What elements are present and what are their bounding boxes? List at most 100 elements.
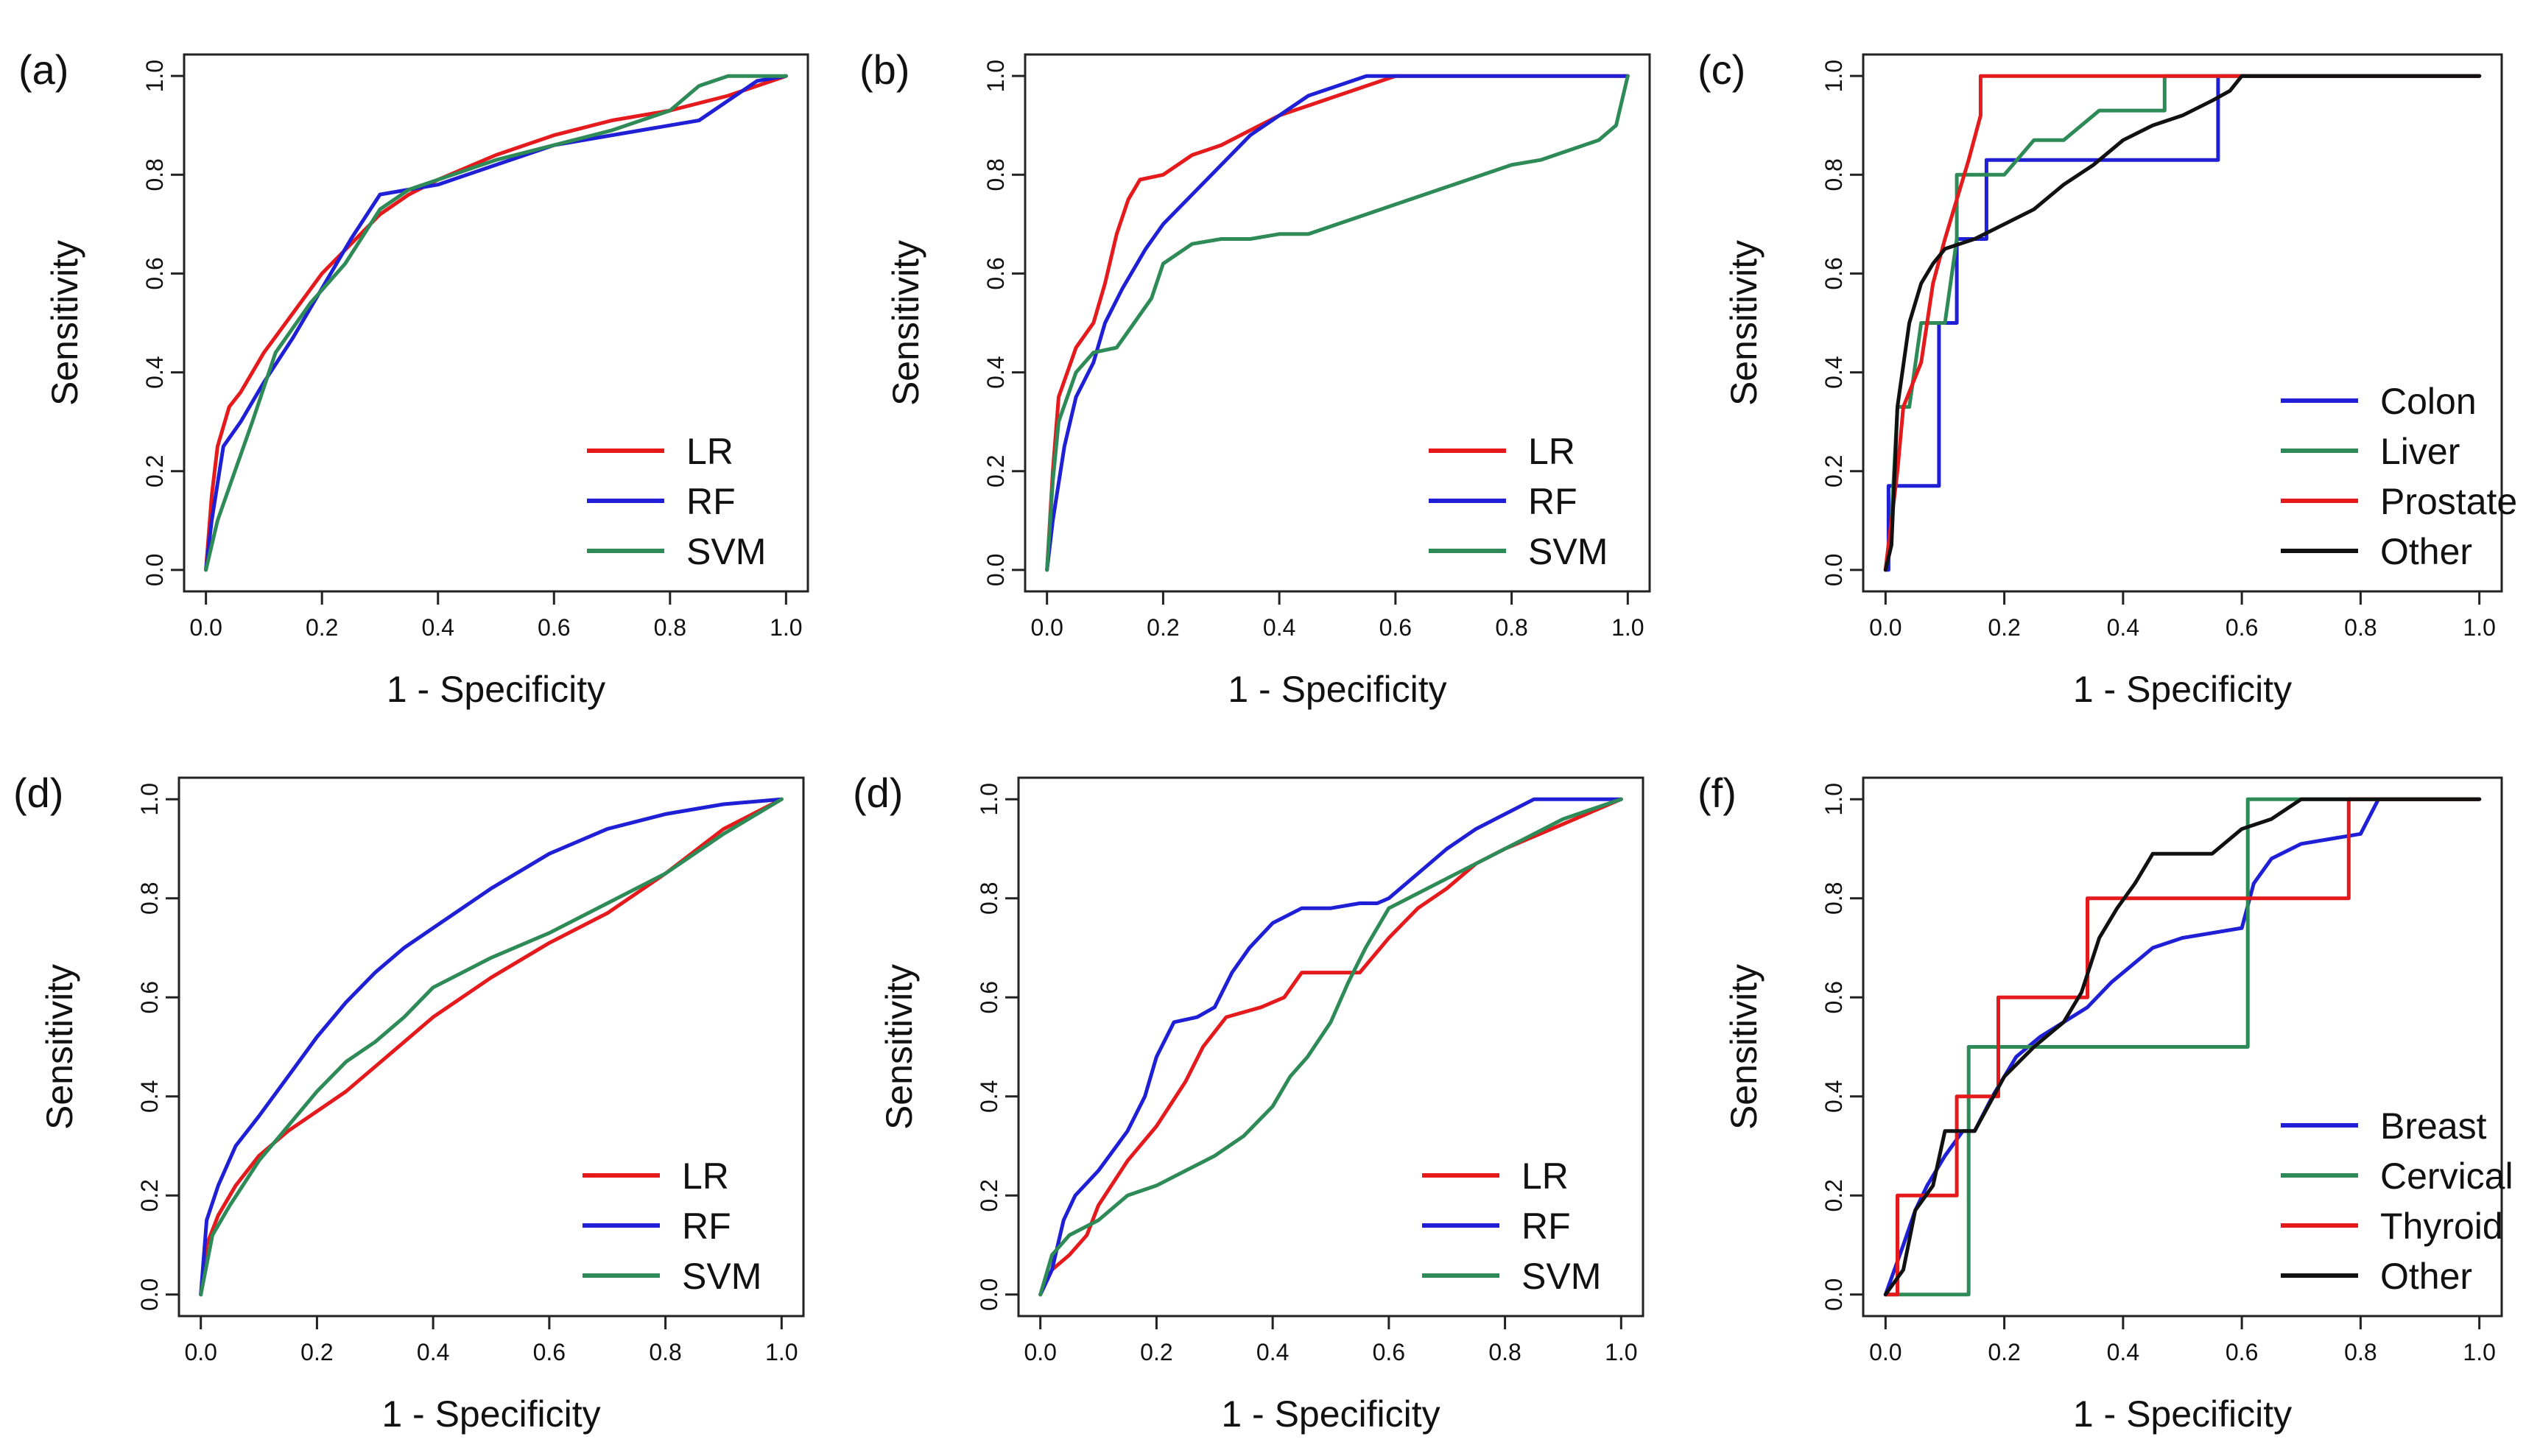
roc-panel-6: (f) 0.0 0.2 0.4 0.6 0.8 1.0 0.0 0.2 0.4 0.6 0.8 1.0 1…	[1698, 770, 2513, 1435]
legend-label-other: Other	[2380, 1256, 2472, 1297]
roc-curve-lr	[199, 797, 784, 1297]
y-tick-label: 0.6	[1820, 981, 1847, 1013]
y-tick-label: 0.6	[136, 981, 163, 1013]
x-tick-label: 0.6	[2226, 614, 2258, 641]
roc-panel-5: (d) 0.0 0.2 0.4 0.6 0.8 1.0 0.0 0.2 0.4 0.6 0.8 1.0 1…	[853, 770, 1644, 1435]
roc-curve-lr	[1045, 74, 1630, 572]
legend-label-breast: Breast	[2380, 1105, 2487, 1147]
y-axis-title: Sensitivity	[885, 240, 926, 406]
panel-label: (d)	[853, 770, 903, 816]
plot-frame	[1862, 53, 2503, 593]
x-tick-label: 0.0	[1869, 614, 1901, 641]
plot-frame	[1017, 776, 1644, 1318]
roc-curve-rf	[1045, 74, 1630, 572]
roc-curve-cervical	[1883, 797, 2482, 1297]
legend-label-svm: SVM	[1521, 1256, 1601, 1297]
x-axis-title: 1 - Specificity	[1221, 1393, 1440, 1435]
x-tick-label: 0.0	[1030, 614, 1063, 641]
y-axis-title: Sensitivity	[1723, 964, 1765, 1130]
x-tick-label: 0.4	[2107, 1339, 2139, 1365]
y-tick-label: 1.0	[982, 60, 1009, 92]
y-tick-label: 0.8	[136, 882, 163, 915]
x-tick-label: 0.8	[1488, 1339, 1521, 1365]
panel-label: (f)	[1698, 770, 1737, 816]
x-tick-label: 0.2	[306, 614, 338, 641]
x-tick-label: 0.6	[2226, 1339, 2258, 1365]
roc-curve-svm	[204, 74, 788, 572]
x-tick-label: 0.2	[1988, 614, 2020, 641]
y-tick-label: 0.2	[141, 454, 168, 487]
y-tick-label: 0.4	[1820, 1080, 1847, 1113]
y-axis-title: Sensitivity	[1723, 240, 1765, 406]
x-tick-label: 0.6	[1379, 614, 1412, 641]
y-tick-label: 0.4	[136, 1080, 163, 1113]
x-tick-label: 0.4	[1256, 1339, 1289, 1365]
y-tick-label: 0.4	[976, 1080, 1002, 1113]
x-tick-label: 0.6	[533, 1339, 566, 1365]
x-tick-label: 0.8	[2344, 1339, 2377, 1365]
roc-curve-colon	[1883, 74, 2482, 572]
legend-label-colon: Colon	[2380, 381, 2477, 422]
y-tick-label: 0.0	[976, 1279, 1002, 1311]
y-tick-label: 0.2	[136, 1179, 163, 1211]
y-tick-label: 0.8	[141, 158, 168, 191]
roc-curve-rf	[199, 797, 784, 1297]
x-tick-label: 0.8	[649, 1339, 681, 1365]
y-tick-label: 0.8	[976, 882, 1002, 915]
x-tick-label: 1.0	[1605, 1339, 1637, 1365]
legend-label-liver: Liver	[2380, 431, 2460, 472]
y-tick-label: 0.6	[976, 981, 1002, 1013]
y-tick-label: 0.8	[982, 158, 1009, 191]
x-axis-title: 1 - Specificity	[1228, 669, 1446, 710]
legend-label-thyroid: Thyroid	[2380, 1206, 2503, 1247]
x-tick-label: 0.6	[1373, 1339, 1405, 1365]
panel-label: (d)	[13, 770, 63, 816]
legend-label-rf: RF	[1521, 1206, 1571, 1247]
x-tick-label: 0.2	[1988, 1339, 2020, 1365]
x-tick-label: 0.8	[1495, 614, 1527, 641]
x-tick-label: 0.0	[1024, 1339, 1056, 1365]
y-tick-label: 0.6	[141, 257, 168, 289]
y-tick-label: 0.4	[1820, 356, 1847, 388]
x-tick-label: 0.4	[1263, 614, 1295, 641]
roc-curve-breast	[1883, 797, 2482, 1297]
legend-label-cervical: Cervical	[2380, 1156, 2513, 1197]
x-tick-label: 0.0	[1869, 1339, 1901, 1365]
legend-label-lr: LR	[1521, 1156, 1569, 1197]
x-tick-label: 0.8	[2344, 614, 2377, 641]
roc-curve-other	[1883, 797, 2482, 1297]
roc-panel-1: (a) 0.0 0.2 0.4 0.6 0.8 1.0 0.0 0.2 0.4 0.6 0.8 1.0 1…	[18, 46, 809, 710]
roc-curve-prostate	[1883, 74, 2482, 572]
x-axis-title: 1 - Specificity	[381, 1393, 600, 1435]
legend-label-svm: SVM	[686, 531, 766, 572]
y-tick-label: 0.2	[982, 454, 1009, 487]
x-tick-label: 0.2	[1140, 1339, 1172, 1365]
roc-panel-3: (c) 0.0 0.2 0.4 0.6 0.8 1.0 0.0 0.2 0.4 0.6 0.8 1.0 1…	[1698, 46, 2517, 710]
roc-curve-lr	[1038, 797, 1623, 1297]
y-tick-label: 0.0	[982, 554, 1009, 586]
roc-panel-2: (b) 0.0 0.2 0.4 0.6 0.8 1.0 0.0 0.2 0.4 0.6 0.8 1.0 1…	[859, 46, 1651, 710]
x-axis-title: 1 - Specificity	[2073, 669, 2292, 710]
x-tick-label: 0.4	[2107, 614, 2139, 641]
x-tick-label: 0.8	[654, 614, 686, 641]
x-tick-label: 1.0	[1611, 614, 1644, 641]
legend-label-rf: RF	[686, 481, 736, 522]
y-tick-label: 0.8	[1820, 882, 1847, 915]
x-tick-label: 1.0	[765, 1339, 798, 1365]
panel-label: (c)	[1698, 46, 1745, 93]
legend-label-lr: LR	[1528, 431, 1575, 472]
roc-curve-liver	[1883, 74, 2482, 572]
x-tick-label: 0.0	[189, 614, 222, 641]
plot-frame	[183, 53, 809, 593]
legend-label-lr: LR	[686, 431, 733, 472]
y-tick-label: 1.0	[141, 60, 168, 92]
roc-curve-rf	[1038, 797, 1623, 1297]
y-tick-label: 0.2	[1820, 1179, 1847, 1211]
plot-frame	[1862, 776, 2503, 1318]
y-tick-label: 0.6	[1820, 257, 1847, 289]
legend-label-lr: LR	[682, 1156, 729, 1197]
x-tick-label: 1.0	[2463, 1339, 2495, 1365]
y-tick-label: 1.0	[136, 783, 163, 815]
roc-panel-4: (d) 0.0 0.2 0.4 0.6 0.8 1.0 0.0 0.2 0.4 0.6 0.8 1.0 1…	[13, 770, 805, 1435]
